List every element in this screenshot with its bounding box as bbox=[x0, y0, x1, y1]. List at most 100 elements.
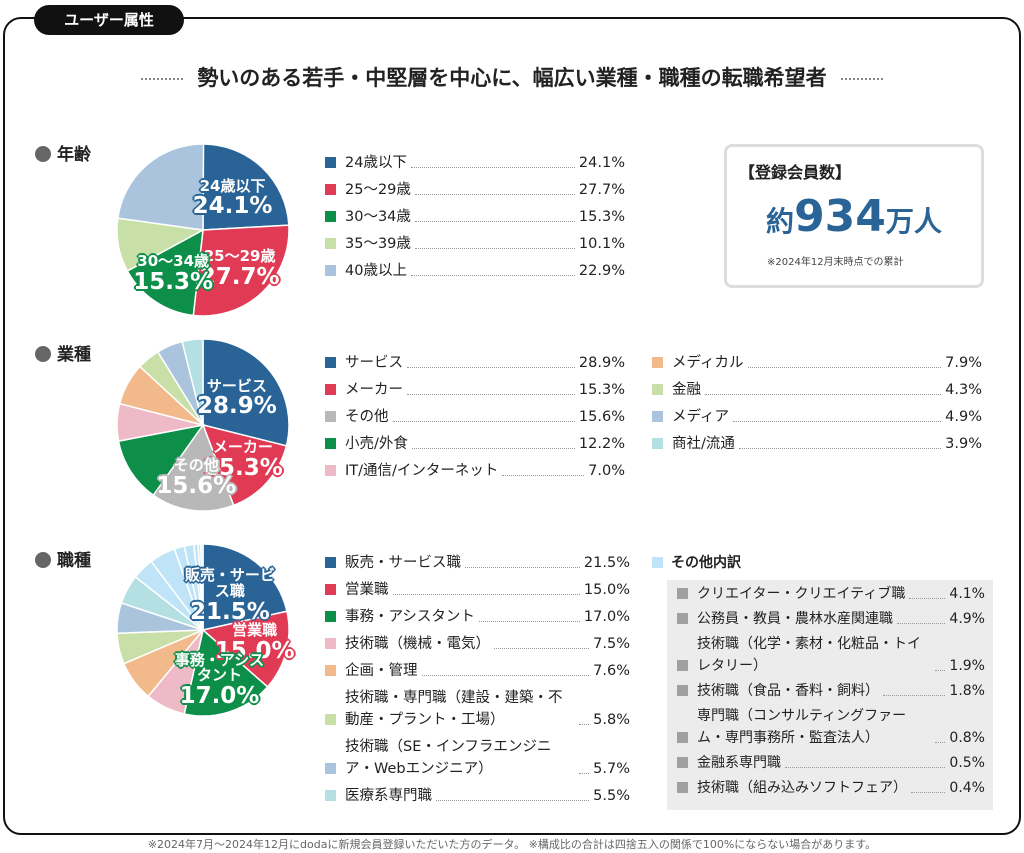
legend-item: 医療系専門職 5.5% bbox=[325, 785, 630, 807]
leader bbox=[414, 221, 575, 222]
member-number: 934 bbox=[794, 191, 886, 242]
legend-value: 15.0% bbox=[583, 582, 630, 598]
legend-label: IT/通信/インターネット bbox=[345, 463, 499, 479]
legend-label: 企画・管理 bbox=[345, 663, 418, 679]
legend-item: メディア 4.9% bbox=[652, 406, 982, 428]
slice-label: 30～34歳 15.3% bbox=[123, 253, 223, 294]
slice-value: 27.7% bbox=[199, 263, 280, 290]
legend-swatch bbox=[677, 685, 688, 696]
legend-label: サービス bbox=[345, 355, 403, 371]
legend-value: 21.5% bbox=[583, 555, 630, 571]
section-title: 年齢 bbox=[35, 140, 91, 165]
member-prefix: 約 bbox=[766, 205, 795, 238]
legend-value: 5.7% bbox=[593, 761, 630, 777]
slice-value: 15.0% bbox=[214, 638, 295, 665]
pie-slice bbox=[202, 338, 290, 447]
legend-item: 技術職（組み込みソフトフェア） 0.4% bbox=[677, 777, 985, 799]
member-box: 【登録会員数】 約934万人 ※2024年12月末時点での累計 bbox=[724, 144, 984, 288]
slice-label: その他 15.6% bbox=[146, 457, 246, 499]
leader bbox=[935, 742, 946, 743]
leader bbox=[414, 194, 575, 195]
pie-slice bbox=[201, 610, 290, 688]
pie-slice bbox=[202, 143, 290, 231]
legend: 販売・サービス職 21.5% 営業職 15.0% 事務・アシスタント 17.0% 技術職（機… bbox=[325, 552, 630, 812]
legend-item: 25～29歳 27.7% bbox=[325, 179, 625, 201]
legend-swatch bbox=[652, 384, 663, 395]
legend-label: メーカー bbox=[345, 382, 403, 398]
legend-swatch bbox=[652, 411, 663, 422]
pie-slice bbox=[116, 143, 205, 231]
legend-value: 1.9% bbox=[949, 658, 985, 674]
leader bbox=[733, 421, 942, 422]
legend-value: 0.8% bbox=[949, 730, 985, 746]
legend-swatch bbox=[325, 763, 336, 774]
legend-label: メディカル bbox=[672, 355, 744, 371]
pie-slice bbox=[181, 338, 204, 426]
bullet bbox=[35, 346, 51, 362]
leader bbox=[935, 670, 946, 671]
legend-label: その他 bbox=[345, 409, 389, 425]
legend: サービス 28.9% メーカー 15.3% その他 15.6% 小売/外食 12.2% IT/通… bbox=[325, 352, 625, 487]
legend-swatch bbox=[325, 238, 336, 249]
leader bbox=[911, 792, 946, 793]
legend-item: 技術職・専門職（建設・建築・不動産・プラント・工場） 5.8% bbox=[325, 687, 630, 731]
legend-label: 技術職（食品・香料・飼料） bbox=[697, 683, 879, 699]
legend-swatch bbox=[677, 782, 688, 793]
headline: 勢いのある若手・中堅層を中心に、幅広い業種・職種の転職希望者 bbox=[197, 66, 827, 90]
slice-name: 販売・サービス職 bbox=[184, 566, 275, 601]
legend-label: 販売・サービス職 bbox=[345, 555, 461, 571]
leader bbox=[883, 695, 946, 696]
legend-item: 技術職（化学・素材・化粧品・トイレタリー） 1.9% bbox=[677, 633, 985, 677]
legend-swatch bbox=[325, 211, 336, 222]
legend-swatch bbox=[652, 438, 663, 449]
leader bbox=[579, 724, 590, 725]
leader bbox=[392, 421, 575, 422]
section-title: 職種 bbox=[35, 546, 91, 571]
leader bbox=[785, 767, 946, 768]
leader bbox=[421, 675, 590, 676]
legend-label: 金融 bbox=[672, 382, 701, 398]
legend-value: 7.5% bbox=[593, 636, 630, 652]
leader bbox=[705, 394, 942, 395]
legend-item: メーカー 15.3% bbox=[325, 379, 625, 401]
legend-swatch bbox=[325, 411, 336, 422]
legend-value: 27.7% bbox=[578, 182, 625, 198]
legend-swatch bbox=[325, 184, 336, 195]
slice-name: 25～29歳 bbox=[203, 246, 276, 265]
legend-label: 商社/流通 bbox=[672, 436, 735, 452]
legend-label: 公務員・教員・農林水産関連職 bbox=[697, 611, 893, 627]
slice-value: 24.1% bbox=[192, 193, 273, 220]
legend-value: 15.3% bbox=[578, 382, 625, 398]
legend-value: 0.5% bbox=[949, 755, 985, 771]
legend-swatch bbox=[325, 665, 336, 676]
legend: メディカル 7.9% 金融 4.3% メディア 4.9% 商社/流通 3.9% bbox=[652, 352, 982, 460]
slice-label: 営業職 15.0% bbox=[205, 623, 305, 665]
leader bbox=[410, 275, 575, 276]
leader bbox=[414, 248, 575, 249]
legend-label: 医療系専門職 bbox=[345, 788, 432, 804]
legend-label: 小売/外食 bbox=[345, 436, 408, 452]
legend-item: 技術職（食品・香料・飼料） 1.8% bbox=[677, 680, 985, 702]
slice-label: 事務・アシスタント 17.0% bbox=[169, 652, 269, 708]
legend-value: 4.9% bbox=[945, 409, 982, 425]
legend-label: メディア bbox=[672, 409, 729, 425]
slice-value: 15.3% bbox=[202, 455, 283, 482]
pie-slice bbox=[202, 543, 288, 631]
legend-swatch bbox=[325, 790, 336, 801]
leader bbox=[738, 448, 942, 449]
slice-value: 15.6% bbox=[156, 472, 237, 499]
legend-value: 7.6% bbox=[593, 663, 630, 679]
legend-value: 12.2% bbox=[578, 436, 625, 452]
legend-value: 7.9% bbox=[945, 355, 982, 371]
legend-label: 25～29歳 bbox=[345, 182, 411, 198]
legend-item: クリエイター・クリエイティブ職 4.1% bbox=[677, 583, 985, 605]
headline-row: 勢いのある若手・中堅層を中心に、幅広い業種・職種の転職希望者 bbox=[0, 62, 1024, 92]
slice-label: 25～29歳 27.7% bbox=[190, 246, 290, 290]
legend-value: 4.9% bbox=[949, 611, 985, 627]
legend-item: 公務員・教員・農林水産関連職 4.9% bbox=[677, 608, 985, 630]
slice-name: サービス bbox=[206, 376, 267, 395]
leader bbox=[747, 367, 942, 368]
legend-value: 22.9% bbox=[578, 263, 625, 279]
